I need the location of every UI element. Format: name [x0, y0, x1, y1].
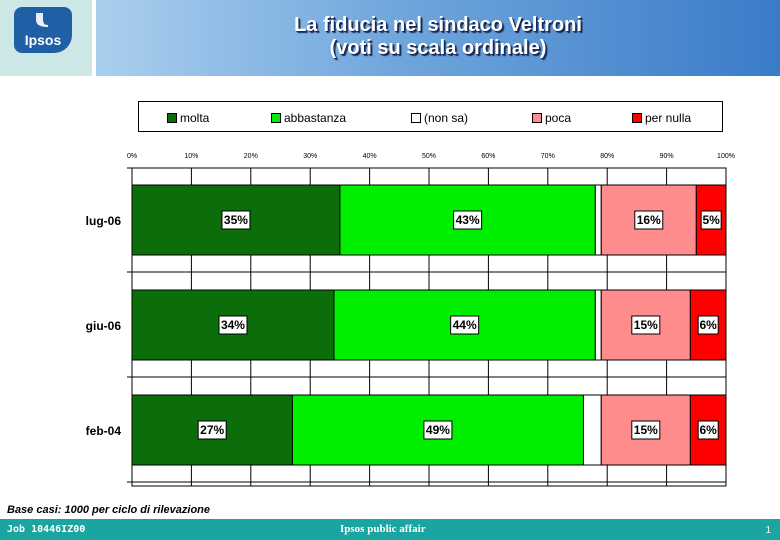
title-line-1: La fiducia nel sindaco Veltroni [294, 14, 582, 36]
data-label-3-0: 16% [637, 213, 661, 227]
data-label-0-2: 27% [200, 423, 224, 437]
category-label-2: feb-04 [86, 424, 122, 438]
bar-nonsa-0 [594, 184, 602, 256]
x-tick-label-1: 10% [184, 153, 198, 160]
x-tick-label-0: 0% [127, 153, 137, 160]
chart-legend: molta abbastanza (non sa) poca per nulla [138, 101, 723, 132]
data-label-1-2: 49% [426, 423, 450, 437]
legend-label-per-nulla: per nulla [645, 111, 692, 125]
legend-swatch-poca [532, 112, 542, 123]
x-tick-label-8: 80% [600, 153, 614, 160]
footer-job: Job 10446IZ00 [7, 524, 86, 535]
legend-swatch-abbastanza [271, 112, 281, 123]
data-label-box-1-0 [453, 210, 483, 230]
data-label-box-0-1 [218, 315, 248, 335]
legend-item-abbastanza: abbastanza [271, 111, 346, 125]
bar-nonsa-2 [582, 394, 602, 466]
page-number: 1 [765, 525, 771, 536]
legend-swatch-non-sa [411, 112, 421, 123]
title-line-2: (voti su scala ordinale) [329, 37, 547, 59]
data-label-box-4-0 [700, 210, 722, 230]
footer-bar: Job 10446IZ00 Ipsos public affair 1 [0, 519, 780, 540]
x-tick-label-2: 20% [244, 153, 258, 160]
footer-center: Ipsos public affair [340, 523, 426, 535]
bar-abbastanza-2 [291, 394, 584, 466]
data-label-4-2: 6% [700, 423, 718, 437]
data-label-4-1: 6% [700, 318, 718, 332]
category-label-1: giu-06 [86, 319, 122, 333]
header-bar [96, 0, 780, 76]
legend-label-poca: poca [545, 111, 572, 125]
legend-item-per-nulla: per nulla [632, 111, 691, 125]
x-tick-label-4: 40% [363, 153, 377, 160]
x-tick-label-7: 70% [541, 153, 555, 160]
data-label-box-4-2 [697, 420, 719, 440]
legend-item-poca: poca [532, 111, 571, 125]
logo-mark-icon [36, 13, 48, 27]
data-label-0-0: 35% [224, 213, 248, 227]
data-label-box-3-0 [634, 210, 664, 230]
legend-label-abbastanza: abbastanza [284, 111, 347, 125]
page-title: La fiducia nel sindaco Veltroni (voti su… [96, 14, 780, 60]
data-label-1-0: 43% [456, 213, 480, 227]
footer-note: Base casi: 1000 per ciclo di rilevazione [7, 504, 210, 516]
ipsos-logo: Ipsos [14, 7, 72, 53]
bar-nonsa-1 [594, 289, 602, 361]
legend-item-non-sa: (non sa) [411, 111, 468, 125]
legend-label-molta: molta [180, 111, 210, 125]
data-label-box-4-1 [697, 315, 719, 335]
data-label-4-0: 5% [702, 213, 720, 227]
data-label-box-0-2 [197, 420, 227, 440]
data-label-0-1: 34% [221, 318, 245, 332]
legend-item-molta: molta [167, 111, 209, 125]
x-tick-label-6: 60% [481, 153, 495, 160]
data-label-box-3-2 [631, 420, 661, 440]
x-tick-label-5: 50% [422, 153, 436, 160]
data-label-box-1-2 [423, 420, 453, 440]
data-label-box-3-1 [631, 315, 661, 335]
x-tick-label-3: 30% [303, 153, 317, 160]
data-label-box-0-0 [221, 210, 251, 230]
stacked-bar-chart: 0% 10% 20% 30% 40% 50% 60% 70% 80% 90% 100% lug-06 3… [86, 153, 735, 487]
data-label-3-1: 15% [634, 318, 658, 332]
logo-text: Ipsos [24, 32, 62, 48]
x-tick-label-10: 100% [717, 153, 735, 160]
legend-label-non-sa: (non sa) [424, 111, 469, 125]
logo-panel: Ipsos [0, 0, 92, 76]
x-tick-label-9: 90% [660, 153, 674, 160]
data-label-3-2: 15% [634, 423, 658, 437]
legend-swatch-molta [167, 112, 177, 123]
data-label-box-1-1 [450, 315, 480, 335]
legend-swatch-per-nulla [632, 112, 642, 123]
data-label-1-1: 44% [453, 318, 477, 332]
category-label-0: lug-06 [86, 214, 122, 228]
